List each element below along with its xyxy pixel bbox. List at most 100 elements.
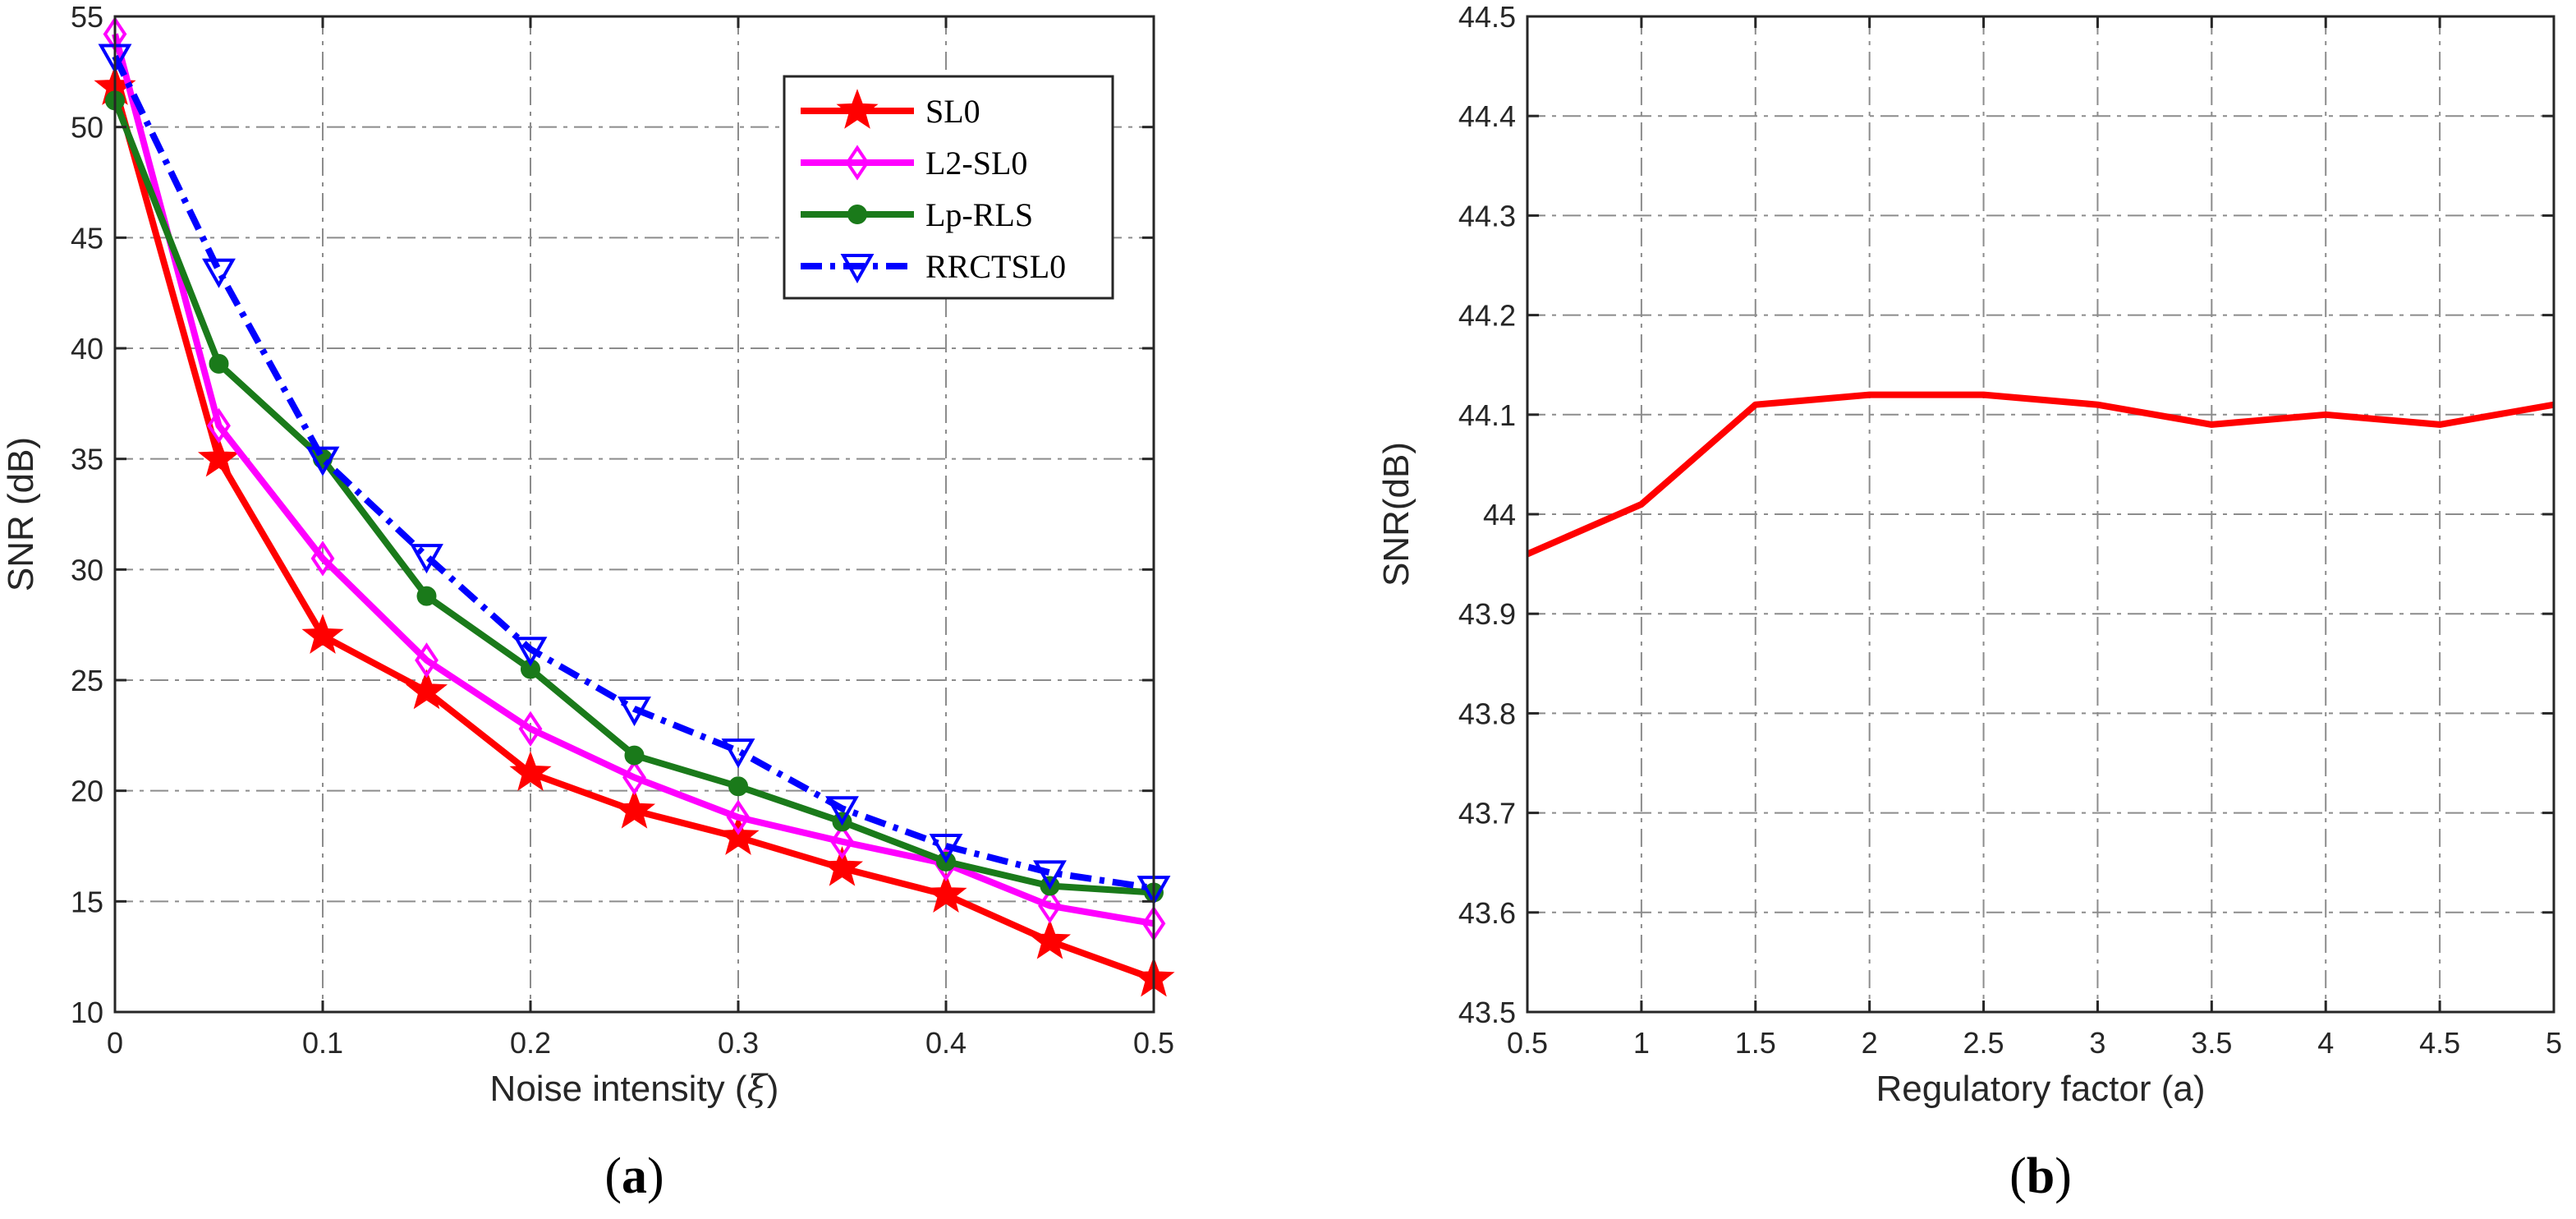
panel-a-x-axis-label-symbol: ξ: [747, 1068, 769, 1110]
y-tick-label: 40: [71, 332, 103, 366]
data-point-sl0: [1028, 918, 1072, 959]
y-tick-label: 50: [71, 111, 103, 145]
panel-b-grid: [1527, 16, 2555, 1013]
x-tick-label: 5: [2546, 1026, 2562, 1060]
y-tick-label: 15: [71, 885, 103, 918]
y-tick-label: 44.1: [1458, 398, 1516, 432]
data-point-rrctsl0: [825, 796, 859, 826]
x-tick-label: 2: [1862, 1026, 1878, 1060]
x-tick-label: 0.3: [718, 1026, 759, 1060]
panel-b-y-axis-label: SNR(dB): [1376, 442, 1417, 586]
y-tick-label: 44.4: [1458, 99, 1516, 133]
panel-b: 0.5 1 1.5 2 2.5 3 3.5 4 4.5 543.543.643.743.843.9…: [1376, 0, 2562, 1204]
x-tick-label: 0: [107, 1026, 123, 1060]
x-tick-label: 4: [2317, 1026, 2334, 1060]
data-point-sl0: [613, 789, 656, 829]
x-tick-label: 0.5: [1133, 1026, 1174, 1060]
data-point-rrctsl0: [929, 834, 963, 864]
legend-label-sl0: SL0: [925, 93, 980, 130]
panel-a-legend: SL0 L2-SL0 Lp-RLS RRCTSL0: [783, 75, 1114, 300]
y-tick-label: 43.8: [1458, 697, 1516, 730]
panel-b-series: [1526, 391, 2555, 558]
data-point-rrctsl0: [721, 738, 755, 769]
data-point-sl0: [405, 669, 448, 710]
legend-label-rrctsl0: RRCTSL0: [925, 248, 1066, 285]
panel-a-caption-letter: a: [622, 1148, 647, 1204]
y-tick-label: 55: [71, 0, 103, 34]
x-tick-label: 3: [2089, 1026, 2105, 1060]
data-point-lp-rls: [624, 745, 645, 766]
data-point-l2-sl0: [830, 824, 854, 860]
data-point-sl0: [717, 815, 760, 855]
panel-b-caption-close: ): [2055, 1148, 2072, 1204]
data-point-sl0: [509, 751, 552, 791]
data-point-l2-sl0: [726, 799, 751, 835]
series-line-rrctsl0: [112, 54, 1155, 892]
data-point-sl0: [925, 872, 967, 913]
data-point-lp-rls: [416, 586, 437, 606]
panel-a-x-axis-label-text: Noise intensity (: [490, 1069, 747, 1109]
y-tick-label: 30: [71, 553, 103, 586]
panel-b-x-axis-label: Regulatory factor (a): [1876, 1069, 2205, 1109]
x-tick-label: 4.5: [2419, 1026, 2460, 1060]
data-point-rrctsl0: [202, 258, 236, 288]
y-tick-label: 43.5: [1458, 996, 1516, 1029]
data-point-l2-sl0: [415, 642, 439, 678]
data-point-l2-sl0: [310, 540, 335, 577]
y-tick-label: 44.3: [1458, 199, 1516, 232]
x-tick-label: 0.2: [510, 1026, 551, 1060]
panel-a-caption-close: ): [647, 1148, 664, 1204]
panel-a: 0 0.1 0.2 0.3 0.4 0.5 10 15 20 25 30 35 40 45 50 55 SNR…: [1, 0, 1175, 1204]
panel-a-y-axis-label: SNR (dB): [1, 437, 41, 591]
y-tick-label: 10: [71, 996, 103, 1029]
panel-a-x-axis-label-close: ): [767, 1069, 779, 1109]
panel-a-x-axis-label: Noise intensity (ξ): [490, 1068, 779, 1110]
data-point-lp-rls: [209, 353, 229, 374]
legend-marker-rrctsl0: [840, 254, 875, 284]
data-point-rrctsl0: [1033, 860, 1067, 890]
x-tick-label: 1.5: [1735, 1026, 1776, 1060]
y-tick-label: 20: [71, 775, 103, 808]
data-point-l2-sl0: [622, 759, 646, 796]
panel-a-axes-frame: [113, 15, 1155, 1014]
data-point-l2-sl0: [1038, 888, 1062, 924]
y-tick-label: 44: [1483, 498, 1516, 531]
x-tick-label: 0.5: [1507, 1026, 1548, 1060]
series-line-l2-sl0: [112, 33, 1155, 927]
x-tick-label: 1: [1633, 1026, 1650, 1060]
x-tick-label: 3.5: [2191, 1026, 2232, 1060]
y-tick-label: 44.5: [1458, 0, 1516, 34]
panel-a-series: [94, 16, 1175, 997]
panel-a-caption-open: (: [604, 1148, 622, 1204]
panel-a-caption: (a): [604, 1148, 664, 1204]
y-tick-label: 45: [71, 221, 103, 255]
data-point-l2-sl0: [207, 407, 231, 444]
y-tick-label: 43.7: [1458, 797, 1516, 830]
y-tick-label: 44.2: [1458, 299, 1516, 333]
legend-marker-sl0: [836, 89, 879, 129]
data-point-sl0: [197, 436, 241, 477]
panel-b-caption: (b): [2009, 1148, 2072, 1204]
x-tick-label: 2.5: [1963, 1026, 2004, 1060]
legend-marker-l2-sl0: [845, 145, 870, 181]
data-point-rrctsl0: [305, 446, 340, 476]
data-point-rrctsl0: [410, 544, 443, 574]
legend-label-l2-sl0: L2-SL0: [925, 145, 1027, 182]
legend-label-lp-rls: Lp-RLS: [925, 196, 1033, 233]
data-point-sl0: [820, 846, 864, 886]
data-point-rrctsl0: [513, 637, 548, 667]
y-tick-label: 25: [71, 664, 103, 697]
y-tick-label: 43.6: [1458, 896, 1516, 930]
data-point-rrctsl0: [618, 697, 651, 727]
data-point-l2-sl0: [518, 711, 543, 747]
panel-a-ticks: 0 0.1 0.2 0.3 0.4 0.5 10 15 20 25 30 35 40 45 50 55: [71, 0, 1174, 1060]
x-tick-label: 0.1: [302, 1026, 343, 1060]
y-tick-label: 35: [71, 443, 103, 476]
legend-marker-lp-rls: [847, 205, 867, 224]
panel-b-caption-open: (: [2009, 1148, 2027, 1204]
data-point-sl0: [301, 614, 344, 654]
panel-b-caption-letter: b: [2027, 1148, 2055, 1204]
panel-b-ticks: 0.5 1 1.5 2 2.5 3 3.5 4 4.5 543.543.643.743.843.9…: [1458, 0, 2562, 1060]
data-point-lp-rls: [728, 776, 748, 797]
